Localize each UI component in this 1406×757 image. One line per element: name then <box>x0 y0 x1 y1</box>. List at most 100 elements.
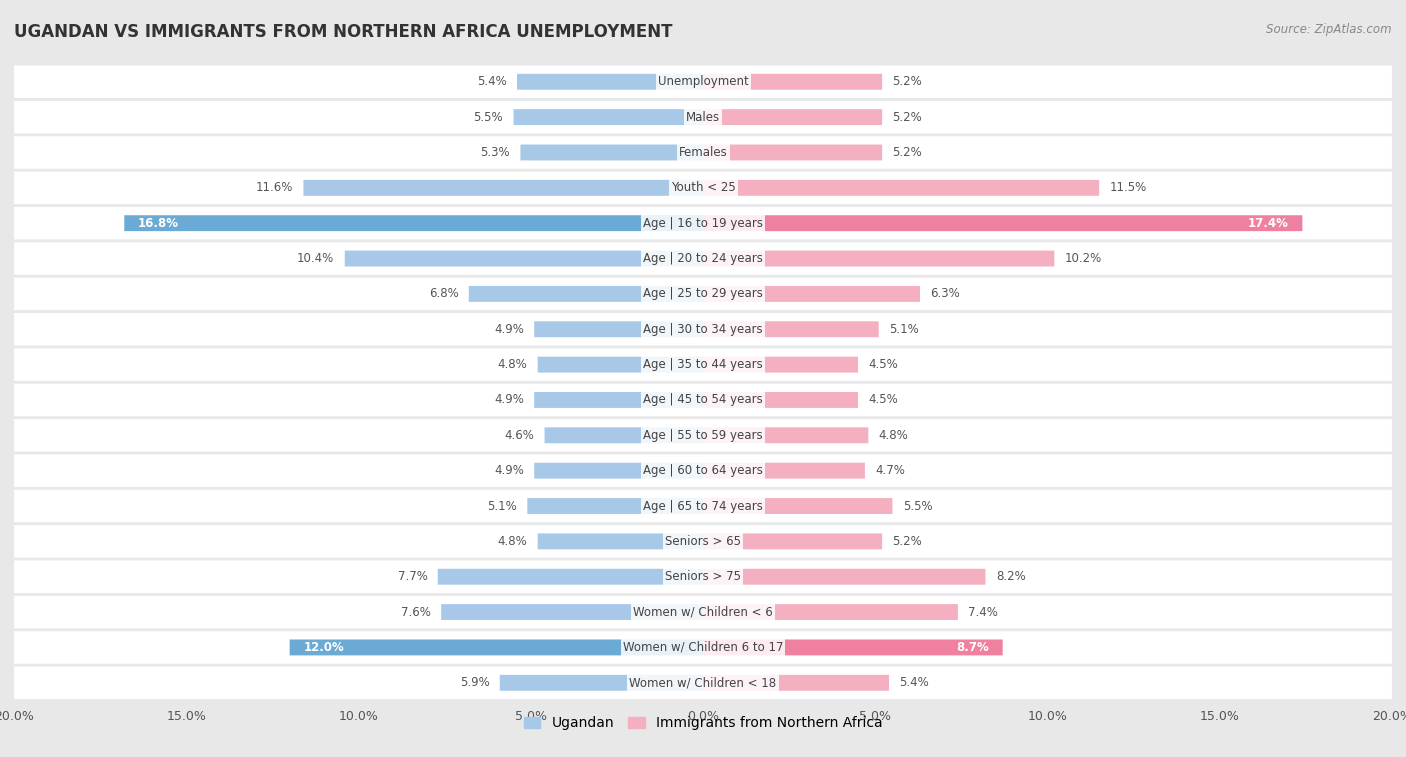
FancyBboxPatch shape <box>513 109 703 125</box>
FancyBboxPatch shape <box>14 66 1392 98</box>
Text: 4.5%: 4.5% <box>869 358 898 371</box>
FancyBboxPatch shape <box>534 321 703 337</box>
Text: Women w/ Children < 18: Women w/ Children < 18 <box>630 676 776 690</box>
FancyBboxPatch shape <box>534 463 703 478</box>
FancyBboxPatch shape <box>703 251 1054 266</box>
Text: Age | 45 to 54 years: Age | 45 to 54 years <box>643 394 763 407</box>
Text: 7.7%: 7.7% <box>398 570 427 583</box>
Text: Seniors > 65: Seniors > 65 <box>665 535 741 548</box>
FancyBboxPatch shape <box>534 392 703 408</box>
Text: 5.5%: 5.5% <box>903 500 932 512</box>
FancyBboxPatch shape <box>703 392 858 408</box>
FancyBboxPatch shape <box>517 74 703 90</box>
Text: 4.7%: 4.7% <box>875 464 905 477</box>
Text: 4.8%: 4.8% <box>879 428 908 442</box>
FancyBboxPatch shape <box>703 463 865 478</box>
Text: 5.2%: 5.2% <box>893 535 922 548</box>
Text: 4.8%: 4.8% <box>498 358 527 371</box>
Text: Age | 16 to 19 years: Age | 16 to 19 years <box>643 217 763 229</box>
Text: 10.2%: 10.2% <box>1064 252 1102 265</box>
FancyBboxPatch shape <box>703 674 889 690</box>
Legend: Ugandan, Immigrants from Northern Africa: Ugandan, Immigrants from Northern Africa <box>517 711 889 736</box>
FancyBboxPatch shape <box>703 180 1099 196</box>
FancyBboxPatch shape <box>468 286 703 302</box>
Text: Age | 20 to 24 years: Age | 20 to 24 years <box>643 252 763 265</box>
FancyBboxPatch shape <box>14 207 1392 239</box>
FancyBboxPatch shape <box>441 604 703 620</box>
FancyBboxPatch shape <box>703 428 869 444</box>
FancyBboxPatch shape <box>544 428 703 444</box>
FancyBboxPatch shape <box>499 674 703 690</box>
Text: 11.5%: 11.5% <box>1109 182 1147 195</box>
FancyBboxPatch shape <box>14 136 1392 169</box>
Text: Females: Females <box>679 146 727 159</box>
FancyBboxPatch shape <box>304 180 703 196</box>
FancyBboxPatch shape <box>344 251 703 266</box>
Text: 10.4%: 10.4% <box>297 252 335 265</box>
Text: Age | 30 to 34 years: Age | 30 to 34 years <box>643 322 763 336</box>
FancyBboxPatch shape <box>703 534 882 550</box>
FancyBboxPatch shape <box>290 640 703 656</box>
FancyBboxPatch shape <box>14 242 1392 275</box>
Text: 16.8%: 16.8% <box>138 217 179 229</box>
FancyBboxPatch shape <box>14 596 1392 628</box>
Text: 4.9%: 4.9% <box>494 322 524 336</box>
Text: Women w/ Children < 6: Women w/ Children < 6 <box>633 606 773 618</box>
FancyBboxPatch shape <box>124 215 703 231</box>
FancyBboxPatch shape <box>14 490 1392 522</box>
Text: 7.4%: 7.4% <box>969 606 998 618</box>
FancyBboxPatch shape <box>14 631 1392 664</box>
FancyBboxPatch shape <box>14 313 1392 345</box>
Text: 12.0%: 12.0% <box>304 641 344 654</box>
Text: 5.3%: 5.3% <box>481 146 510 159</box>
FancyBboxPatch shape <box>520 145 703 160</box>
FancyBboxPatch shape <box>703 321 879 337</box>
FancyBboxPatch shape <box>437 569 703 584</box>
Text: Women w/ Children 6 to 17: Women w/ Children 6 to 17 <box>623 641 783 654</box>
Text: 4.6%: 4.6% <box>505 428 534 442</box>
Text: 4.8%: 4.8% <box>498 535 527 548</box>
Text: 5.1%: 5.1% <box>889 322 918 336</box>
FancyBboxPatch shape <box>14 666 1392 699</box>
Text: Age | 65 to 74 years: Age | 65 to 74 years <box>643 500 763 512</box>
Text: Youth < 25: Youth < 25 <box>671 182 735 195</box>
Text: 7.6%: 7.6% <box>401 606 430 618</box>
FancyBboxPatch shape <box>703 286 920 302</box>
Text: 5.4%: 5.4% <box>900 676 929 690</box>
FancyBboxPatch shape <box>14 419 1392 452</box>
FancyBboxPatch shape <box>527 498 703 514</box>
Text: 11.6%: 11.6% <box>256 182 292 195</box>
Text: Age | 55 to 59 years: Age | 55 to 59 years <box>643 428 763 442</box>
FancyBboxPatch shape <box>14 348 1392 381</box>
Text: Age | 25 to 29 years: Age | 25 to 29 years <box>643 288 763 301</box>
FancyBboxPatch shape <box>703 357 858 372</box>
Text: UGANDAN VS IMMIGRANTS FROM NORTHERN AFRICA UNEMPLOYMENT: UGANDAN VS IMMIGRANTS FROM NORTHERN AFRI… <box>14 23 672 41</box>
FancyBboxPatch shape <box>14 454 1392 487</box>
FancyBboxPatch shape <box>14 384 1392 416</box>
Text: 8.7%: 8.7% <box>956 641 988 654</box>
Text: 8.2%: 8.2% <box>995 570 1025 583</box>
FancyBboxPatch shape <box>537 534 703 550</box>
FancyBboxPatch shape <box>14 101 1392 133</box>
FancyBboxPatch shape <box>703 215 1302 231</box>
Text: 5.2%: 5.2% <box>893 75 922 89</box>
Text: 4.9%: 4.9% <box>494 464 524 477</box>
FancyBboxPatch shape <box>537 357 703 372</box>
FancyBboxPatch shape <box>703 109 882 125</box>
Text: Males: Males <box>686 111 720 123</box>
FancyBboxPatch shape <box>703 604 957 620</box>
FancyBboxPatch shape <box>703 498 893 514</box>
Text: 6.3%: 6.3% <box>931 288 960 301</box>
Text: Unemployment: Unemployment <box>658 75 748 89</box>
Text: Seniors > 75: Seniors > 75 <box>665 570 741 583</box>
Text: 4.5%: 4.5% <box>869 394 898 407</box>
Text: 5.5%: 5.5% <box>474 111 503 123</box>
Text: 17.4%: 17.4% <box>1247 217 1289 229</box>
FancyBboxPatch shape <box>703 74 882 90</box>
Text: 5.9%: 5.9% <box>460 676 489 690</box>
FancyBboxPatch shape <box>14 560 1392 593</box>
Text: Age | 60 to 64 years: Age | 60 to 64 years <box>643 464 763 477</box>
FancyBboxPatch shape <box>703 569 986 584</box>
FancyBboxPatch shape <box>14 525 1392 558</box>
Text: 5.1%: 5.1% <box>488 500 517 512</box>
